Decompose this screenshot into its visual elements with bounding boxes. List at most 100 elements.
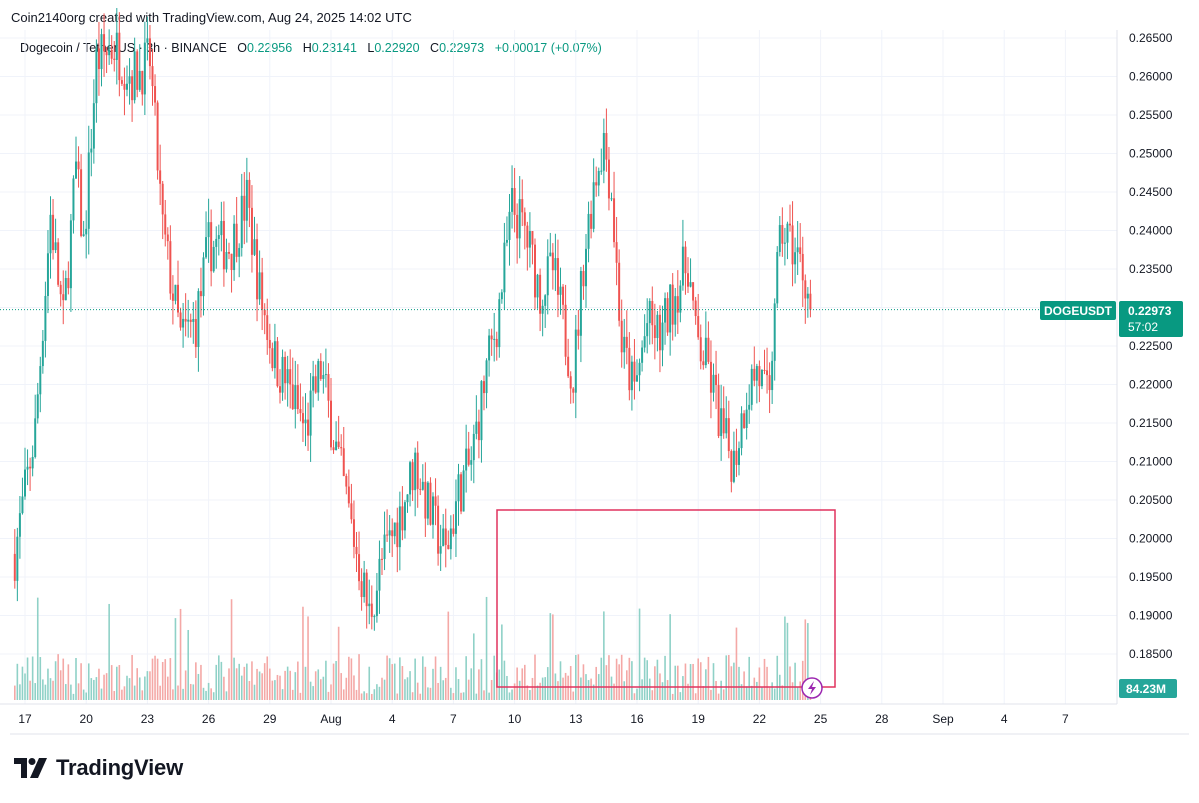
- candle: [210, 209, 213, 287]
- volume-bar: [161, 661, 164, 700]
- volume-bar: [44, 684, 47, 700]
- candle: [748, 384, 751, 424]
- candle: [794, 237, 797, 284]
- volume-bar: [276, 674, 279, 700]
- volume-bar: [266, 656, 269, 700]
- candle: [77, 146, 80, 188]
- highlight-rectangle[interactable]: [496, 509, 836, 688]
- volume-bar: [501, 624, 503, 700]
- selection-box[interactable]: [496, 509, 836, 688]
- candle: [383, 511, 386, 571]
- volume-bar: [626, 670, 628, 700]
- volume-bar: [485, 596, 488, 700]
- candle: [26, 449, 29, 486]
- volume-bar: [42, 679, 44, 700]
- y-tick-label: 0.19000: [1129, 609, 1173, 623]
- candle: [661, 305, 664, 367]
- volume-bar: [34, 683, 36, 700]
- low-label: L: [367, 41, 375, 55]
- candle: [263, 303, 266, 335]
- volume-bar: [518, 680, 521, 700]
- candle: [602, 118, 605, 184]
- candle: [281, 349, 284, 401]
- volume-bar: [620, 654, 623, 700]
- x-tick-label: Sep: [932, 712, 954, 726]
- candle: [169, 225, 172, 300]
- volume-bar: [720, 680, 722, 700]
- candle: [623, 318, 626, 369]
- volume-bar: [414, 658, 416, 700]
- volume-bar: [228, 668, 230, 700]
- candle: [271, 342, 274, 372]
- candle: [54, 218, 57, 254]
- candle: [108, 29, 111, 65]
- volume-bar: [376, 684, 378, 700]
- candle: [85, 210, 88, 259]
- volume-bar: [618, 664, 620, 700]
- volume-bar: [289, 670, 291, 700]
- candle: [503, 222, 506, 311]
- candle: [375, 572, 378, 623]
- candle: [551, 243, 554, 290]
- symbol-title[interactable]: Dogecoin / TetherUS · 3h · BINANCE: [20, 41, 227, 55]
- brand-text: TradingView: [56, 755, 183, 780]
- candle: [485, 358, 488, 409]
- candle: [605, 108, 608, 172]
- lightning-button[interactable]: [801, 677, 823, 699]
- volume-bar: [59, 670, 62, 700]
- candle: [763, 349, 766, 375]
- candle: [75, 136, 77, 180]
- candle: [154, 74, 157, 116]
- price-axis[interactable]: 0.26500 0.26000 0.25500 0.25000 0.24500 0.240…: [1116, 30, 1173, 704]
- x-tick-label: 16: [630, 712, 644, 726]
- volume-bar: [401, 666, 404, 700]
- volume-bar: [205, 690, 207, 700]
- volume-bar: [299, 692, 302, 700]
- candle: [319, 353, 322, 381]
- y-tick-label: 0.18500: [1129, 647, 1173, 661]
- volume-bar: [722, 689, 725, 700]
- candle: [220, 201, 223, 252]
- candle: [526, 221, 529, 271]
- volume-bar: [54, 661, 57, 700]
- candle: [143, 21, 146, 116]
- volume-bar: [654, 666, 656, 700]
- x-tick-label: 13: [569, 712, 583, 726]
- candle: [245, 157, 248, 243]
- volume-bar: [600, 657, 603, 700]
- volume-bar: [65, 684, 67, 700]
- volume-bar: [455, 667, 457, 700]
- candle: [781, 207, 784, 257]
- candle: [590, 200, 593, 239]
- candle: [636, 359, 638, 382]
- y-tick-label: 0.21500: [1129, 416, 1173, 430]
- volume-bar: [235, 668, 238, 700]
- volume-bar: [345, 677, 348, 700]
- volume-bar: [330, 684, 332, 700]
- tradingview-logo[interactable]: TradingView: [14, 755, 183, 781]
- candle: [607, 147, 610, 211]
- volume-bar: [641, 679, 643, 700]
- volume-bar: [557, 681, 559, 700]
- volume-bar: [128, 678, 131, 700]
- candle: [600, 148, 603, 175]
- volume-bar: [712, 663, 715, 700]
- high-value: 0.23141: [311, 41, 357, 55]
- candle: [674, 287, 677, 337]
- time-axis[interactable]: 17 20 23 26 29 Aug 4 7 10 13 16 19 22 25 28 Sep 4 7: [0, 703, 1117, 726]
- candle: [358, 531, 361, 591]
- volume-bar: [406, 677, 409, 700]
- candle: [207, 198, 210, 263]
- candle: [536, 273, 539, 309]
- candle: [687, 257, 689, 293]
- volume-bar: [534, 654, 536, 700]
- candle: [365, 569, 368, 629]
- volume-bar: [95, 677, 98, 700]
- candle: [750, 364, 753, 411]
- volume-bar: [286, 666, 289, 700]
- candle: [490, 328, 493, 356]
- volume-bar: [763, 658, 766, 700]
- candle: [159, 144, 162, 205]
- candle: [722, 386, 725, 439]
